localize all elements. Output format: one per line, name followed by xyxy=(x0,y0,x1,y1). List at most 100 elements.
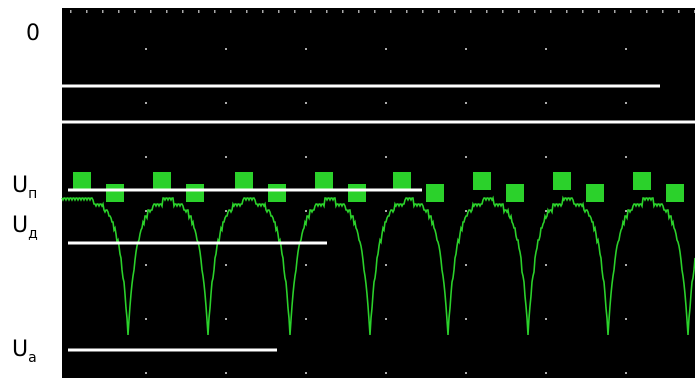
grid-dot xyxy=(625,372,627,374)
trace-band xyxy=(633,172,651,190)
tick-dot xyxy=(598,10,600,13)
grid-dot xyxy=(545,156,547,158)
grid-dot xyxy=(225,48,227,50)
tick-dot xyxy=(630,10,632,13)
label-base: U xyxy=(12,337,28,362)
grid-dot xyxy=(305,372,307,374)
label-base: U xyxy=(12,173,28,198)
trace-band xyxy=(506,184,524,202)
trace-band xyxy=(315,172,333,190)
tick-dot xyxy=(358,10,360,13)
label-ud: Uд xyxy=(12,213,38,242)
grid-dot xyxy=(145,102,147,104)
trace-band xyxy=(553,172,571,190)
tick-dot xyxy=(310,10,312,13)
tick-dot xyxy=(614,10,616,13)
grid-dot xyxy=(145,156,147,158)
grid-dot xyxy=(145,210,147,212)
grid-dot xyxy=(305,48,307,50)
tick-dot xyxy=(406,10,408,13)
grid-dot xyxy=(225,264,227,266)
tick-dot xyxy=(86,10,88,13)
grid-dot xyxy=(625,156,627,158)
oscillogram: 0 Uп Uд Uа xyxy=(0,0,695,378)
grid-dot xyxy=(305,210,307,212)
grid-dot xyxy=(385,156,387,158)
tick-dot xyxy=(150,10,152,13)
grid-dot xyxy=(625,210,627,212)
grid-dot xyxy=(545,102,547,104)
tick-dot xyxy=(230,10,232,13)
tick-dot xyxy=(118,10,120,13)
tick-dot xyxy=(198,10,200,13)
trace-band xyxy=(235,172,253,190)
tick-dot xyxy=(278,10,280,13)
trace-band xyxy=(666,184,684,202)
tick-dot xyxy=(342,10,344,13)
grid-dot xyxy=(145,318,147,320)
label-sub: п xyxy=(28,186,37,202)
grid-dot xyxy=(545,318,547,320)
tick-dot xyxy=(486,10,488,13)
tick-dot xyxy=(166,10,168,13)
grid-dot xyxy=(465,102,467,104)
tick-dot xyxy=(550,10,552,13)
tick-dot xyxy=(678,10,680,13)
trace-band xyxy=(426,184,444,202)
grid-dot xyxy=(225,156,227,158)
tick-dot xyxy=(422,10,424,13)
grid-dot xyxy=(625,318,627,320)
tick-dot xyxy=(374,10,376,13)
label-up: Uп xyxy=(12,173,37,202)
tick-dot xyxy=(246,10,248,13)
grid-dot xyxy=(385,210,387,212)
trace-band xyxy=(73,172,91,190)
grid-dot xyxy=(385,318,387,320)
tick-dot xyxy=(518,10,520,13)
label-base: U xyxy=(12,213,28,238)
trace-band xyxy=(268,184,286,202)
grid-dot xyxy=(145,48,147,50)
tick-dot xyxy=(102,10,104,13)
tick-dot xyxy=(646,10,648,13)
grid-dot xyxy=(145,264,147,266)
grid-dot xyxy=(385,48,387,50)
label-ua: Uа xyxy=(12,337,37,366)
grid-dot xyxy=(625,48,627,50)
label-zero: 0 xyxy=(26,21,40,46)
grid-dot xyxy=(625,264,627,266)
grid-dot xyxy=(545,210,547,212)
tick-dot xyxy=(134,10,136,13)
grid-dot xyxy=(305,264,307,266)
tick-dot xyxy=(214,10,216,13)
tick-dot xyxy=(470,10,472,13)
tick-dot xyxy=(438,10,440,13)
grid-dot xyxy=(145,372,147,374)
trace-band xyxy=(473,172,491,190)
grid-dot xyxy=(465,210,467,212)
grid-dot xyxy=(225,102,227,104)
grid-dot xyxy=(465,318,467,320)
tick-dot xyxy=(70,10,72,13)
tick-dot xyxy=(294,10,296,13)
label-sub: а xyxy=(28,350,37,366)
grid-dot xyxy=(545,48,547,50)
grid-dot xyxy=(545,372,547,374)
label-sub: д xyxy=(28,226,38,242)
tick-dot xyxy=(326,10,328,13)
trace-band xyxy=(393,172,411,190)
tick-dot xyxy=(454,10,456,13)
trace-band xyxy=(153,172,171,190)
grid-dot xyxy=(225,210,227,212)
tick-dot xyxy=(390,10,392,13)
grid-dot xyxy=(465,48,467,50)
tick-dot xyxy=(262,10,264,13)
trace-band xyxy=(106,184,124,202)
tick-dot xyxy=(566,10,568,13)
grid-dot xyxy=(385,102,387,104)
tick-dot xyxy=(502,10,504,13)
grid-dot xyxy=(225,318,227,320)
grid-dot xyxy=(385,372,387,374)
grid-dot xyxy=(545,264,547,266)
grid-dot xyxy=(465,156,467,158)
